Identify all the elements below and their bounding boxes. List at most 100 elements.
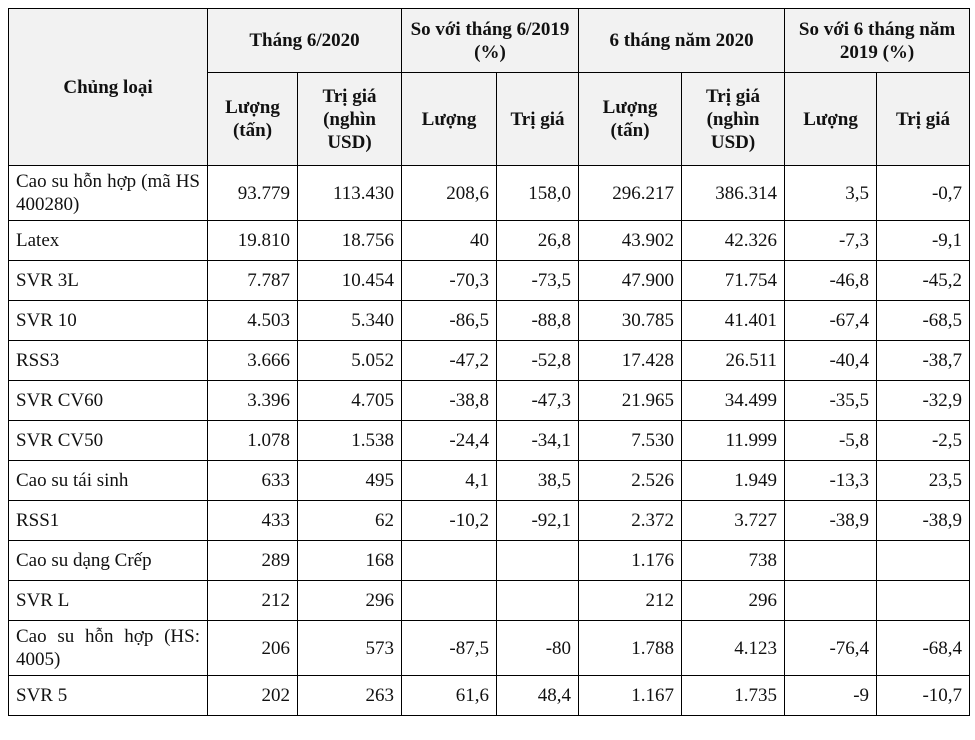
value-cell: -38,9 (784, 500, 878, 541)
value-cell (784, 540, 878, 581)
value-cell: 11.999 (681, 420, 786, 461)
table-row: SVR 5 202 263 61,6 48,4 1.167 1.735 -9 -10,7 (8, 675, 971, 716)
value-cell: 5.052 (297, 340, 402, 381)
value-cell: 47.900 (578, 260, 683, 301)
value-cell: 1.167 (578, 675, 683, 716)
product-name: SVR 5 (8, 675, 208, 716)
value-cell: 17.428 (578, 340, 683, 381)
value-cell: -47,2 (401, 340, 497, 381)
value-cell: -52,8 (495, 340, 580, 381)
rubber-export-table: Chủng loại Tháng 6/2020 So với tháng 6/2… (8, 8, 971, 716)
product-name: SVR 3L (8, 260, 208, 301)
value-cell: 495 (297, 460, 402, 501)
product-name: Cao su dạng Crếp (8, 540, 208, 581)
value-cell: 296 (681, 580, 786, 621)
value-cell: -45,2 (876, 260, 971, 301)
value-cell: 738 (681, 540, 786, 581)
table-row: SVR 10 4.503 5.340 -86,5 -88,8 30.785 41.401 -6… (8, 300, 971, 341)
value-cell: 4.705 (297, 380, 402, 421)
value-cell: 168 (297, 540, 402, 581)
value-cell: 4.503 (207, 300, 298, 341)
value-cell: 386.314 (681, 165, 786, 221)
value-cell: 206 (207, 620, 298, 676)
value-cell: 212 (578, 580, 683, 621)
value-cell: 42.326 (681, 220, 786, 261)
value-cell: -10,7 (876, 675, 971, 716)
value-cell: -38,7 (876, 340, 971, 381)
value-cell: -5,8 (784, 420, 878, 461)
subheader: Trị giá (nghìn USD) (297, 72, 402, 166)
product-name: SVR L (8, 580, 208, 621)
table-row: RSS1 433 62 -10,2 -92,1 2.372 3.727 -38,9 -38,9 (8, 500, 971, 541)
value-cell: 19.810 (207, 220, 298, 261)
value-cell: 633 (207, 460, 298, 501)
header-group: Tháng 6/2020 (207, 8, 402, 73)
value-cell: 7.530 (578, 420, 683, 461)
table-row: SVR L 212 296 212 296 (8, 580, 971, 621)
value-cell: -87,5 (401, 620, 497, 676)
value-cell: 2.372 (578, 500, 683, 541)
value-cell: 1.735 (681, 675, 786, 716)
product-name: Cao su hỗn hợp (HS: 4005) (8, 620, 208, 676)
value-cell: 4,1 (401, 460, 497, 501)
value-cell: -92,1 (495, 500, 580, 541)
subheader: Lượng (784, 72, 878, 166)
value-cell: 30.785 (578, 300, 683, 341)
value-cell: 208,6 (401, 165, 497, 221)
product-name: Cao su hỗn hợp (mã HS 400280) (8, 165, 208, 221)
value-cell: 573 (297, 620, 402, 676)
value-cell (401, 540, 497, 581)
value-cell: 1.538 (297, 420, 402, 461)
value-cell: -40,4 (784, 340, 878, 381)
value-cell: 263 (297, 675, 402, 716)
subheader: Lượng (tấn) (578, 72, 683, 166)
value-cell: 23,5 (876, 460, 971, 501)
value-cell: -73,5 (495, 260, 580, 301)
value-cell: 1.788 (578, 620, 683, 676)
header-product: Chủng loại (8, 8, 208, 166)
value-cell (401, 580, 497, 621)
product-name: Cao su tái sinh (8, 460, 208, 501)
value-cell: 48,4 (495, 675, 580, 716)
value-cell: 4.123 (681, 620, 786, 676)
value-cell: -88,8 (495, 300, 580, 341)
value-cell: -76,4 (784, 620, 878, 676)
value-cell: 158,0 (495, 165, 580, 221)
value-cell: 3,5 (784, 165, 878, 221)
table-row: Cao su dạng Crếp 289 168 1.176 738 (8, 540, 971, 581)
product-name: RSS1 (8, 500, 208, 541)
value-cell: -68,5 (876, 300, 971, 341)
value-cell: 21.965 (578, 380, 683, 421)
subheader: Lượng (tấn) (207, 72, 298, 166)
value-cell: 296.217 (578, 165, 683, 221)
value-cell: -70,3 (401, 260, 497, 301)
value-cell: 1.176 (578, 540, 683, 581)
value-cell: -24,4 (401, 420, 497, 461)
table-row: Latex 19.810 18.756 40 26,8 43.902 42.326 -7,3-… (8, 220, 971, 261)
value-cell: 7.787 (207, 260, 298, 301)
value-cell: -86,5 (401, 300, 497, 341)
value-cell: -9 (784, 675, 878, 716)
value-cell (876, 580, 971, 621)
value-cell: 18.756 (297, 220, 402, 261)
value-cell: 41.401 (681, 300, 786, 341)
value-cell: 40 (401, 220, 497, 261)
value-cell: -34,1 (495, 420, 580, 461)
table-row: Cao su tái sinh 633 495 4,1 38,5 2.526 1.949 -1… (8, 460, 971, 501)
value-cell: -67,4 (784, 300, 878, 341)
table-row: SVR 3L 7.787 10.454 -70,3 -73,5 47.900 71.754-… (8, 260, 971, 301)
header-group: 6 tháng năm 2020 (578, 8, 786, 73)
value-cell: 10.454 (297, 260, 402, 301)
value-cell: 212 (207, 580, 298, 621)
value-cell: -46,8 (784, 260, 878, 301)
product-name: SVR CV50 (8, 420, 208, 461)
value-cell: 5.340 (297, 300, 402, 341)
value-cell: 26.511 (681, 340, 786, 381)
value-cell: 61,6 (401, 675, 497, 716)
subheader: Trị giá (495, 72, 580, 166)
value-cell: -47,3 (495, 380, 580, 421)
table-row: SVR CV50 1.078 1.538 -24,4 -34,1 7.530 11.999-… (8, 420, 971, 461)
value-cell: -68,4 (876, 620, 971, 676)
value-cell: 202 (207, 675, 298, 716)
value-cell: 433 (207, 500, 298, 541)
